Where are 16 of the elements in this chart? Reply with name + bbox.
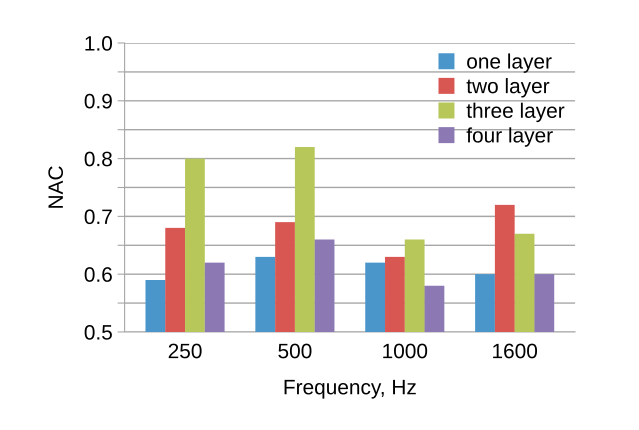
- legend-label: one layer: [467, 53, 552, 73]
- legend-label: four layer: [466, 127, 553, 147]
- y-tick-label: 0.9: [84, 94, 112, 109]
- legend-label: two layer: [466, 78, 550, 98]
- x-axis-title: Frequency, Hz: [284, 380, 416, 399]
- x-tick-label: 1600: [493, 344, 538, 358]
- y-tick-label: 1.0: [85, 36, 112, 51]
- x-tick-label: 250: [168, 344, 202, 358]
- y-axis-title: NAC: [48, 166, 64, 208]
- x-tick-label: 500: [278, 344, 312, 358]
- y-tick-label: 0.7: [84, 209, 112, 224]
- legend-label: three layer: [466, 102, 564, 122]
- y-tick-label: 0.8: [84, 152, 112, 166]
- y-tick-label: 0.6: [84, 267, 112, 282]
- x-tick-label: 1000: [383, 344, 428, 358]
- y-tick-label: 0.5: [84, 324, 112, 340]
